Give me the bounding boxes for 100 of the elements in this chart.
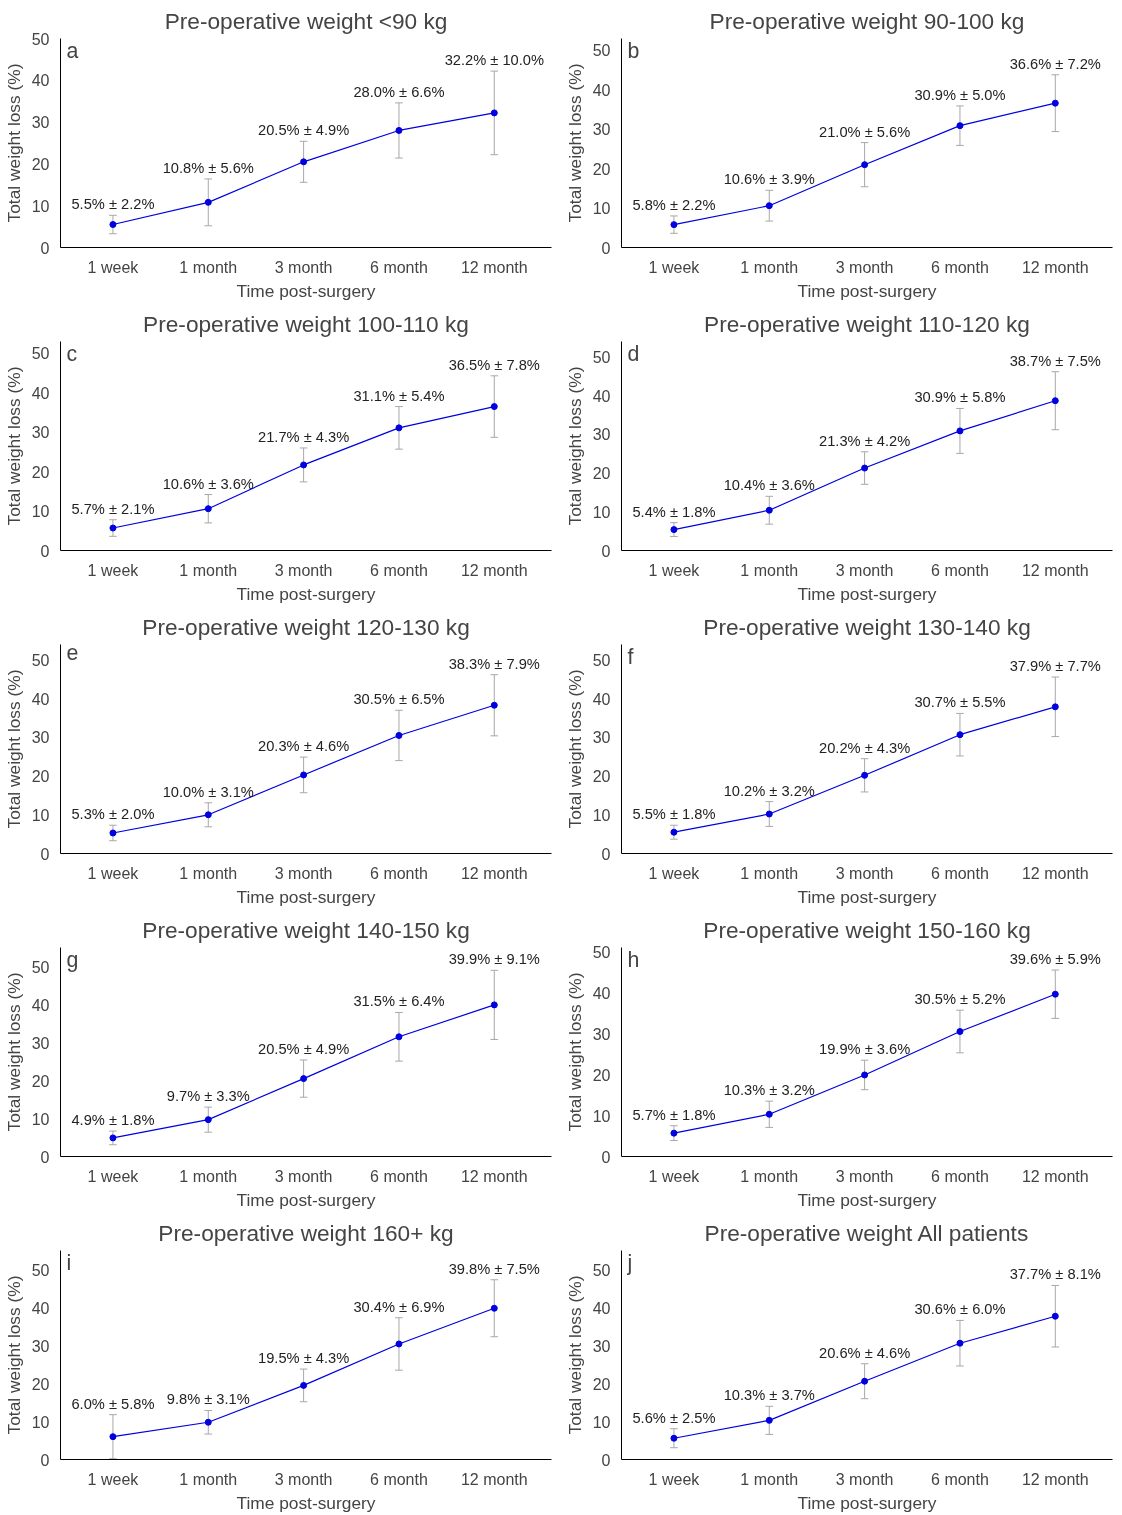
x-tick-label: 3 month (835, 864, 894, 882)
y-tick-label: 10 (31, 1110, 50, 1128)
annotation: e (66, 640, 79, 665)
x-tick-label: 1 week (648, 1470, 701, 1488)
data-label: 31.5% ± 6.4% (353, 993, 445, 1010)
x-axis-title: Time post-surgery (797, 886, 937, 907)
data-label: 5.5% ± 2.2% (71, 196, 155, 213)
y-axis-title: Total weight loss (%) (3, 366, 24, 526)
x-tick-label: 6 month (931, 1470, 989, 1488)
data-label: 21.0% ± 5.6% (819, 123, 911, 140)
data-label: 20.6% ± 4.6% (819, 1344, 911, 1361)
y-tick-label: 20 (31, 768, 50, 786)
y-tick-label: 0 (40, 1148, 50, 1166)
data-label: 21.3% ± 4.2% (819, 432, 911, 449)
data-label: 19.5% ± 4.3% (258, 1350, 350, 1367)
data-label: 5.6% ± 2.5% (632, 1409, 716, 1426)
data-label: 30.5% ± 5.2% (914, 991, 1006, 1008)
data-label: 5.4% ± 1.8% (632, 503, 716, 520)
x-axis-title: Time post-surgery (236, 280, 376, 301)
annotation: j (626, 1250, 633, 1275)
data-label: 36.5% ± 7.8% (448, 356, 540, 373)
chart-title: Pre-operative weight All patients (704, 1219, 1029, 1246)
y-axis-title: Total weight loss (%) (3, 669, 24, 829)
y-tick-label: 40 (31, 690, 50, 708)
x-tick-label: 3 month (835, 258, 894, 276)
y-tick-label: 50 (31, 1261, 50, 1279)
x-tick-label: 12 month (1021, 1470, 1089, 1488)
y-tick-label: 40 (592, 690, 611, 708)
y-axis-title: Total weight loss (%) (564, 63, 585, 223)
x-tick-label: 1 week (648, 864, 701, 882)
data-label: 9.8% ± 3.1% (166, 1391, 250, 1408)
chart-title: Pre-operative weight 160+ kg (158, 1219, 454, 1246)
data-label: 10.8% ± 5.6% (162, 159, 254, 176)
data-label: 20.3% ± 4.6% (258, 738, 350, 755)
y-tick-label: 20 (592, 1375, 611, 1393)
data-label: 39.8% ± 7.5% (448, 1260, 540, 1277)
y-tick-label: 30 (31, 1034, 50, 1052)
data-label: 30.4% ± 6.9% (353, 1298, 445, 1315)
x-tick-label: 6 month (370, 1167, 428, 1185)
x-tick-label: 1 month (179, 864, 238, 882)
data-label: 20.5% ± 4.9% (258, 1040, 350, 1057)
x-tick-label: 1 month (179, 561, 238, 579)
y-axis-title: Total weight loss (%) (3, 972, 24, 1132)
x-axis-title: Time post-surgery (797, 280, 937, 301)
data-label: 30.5% ± 6.5% (353, 691, 445, 708)
chart-title: Pre-operative weight 100-110 kg (143, 310, 469, 337)
y-tick-label: 30 (31, 424, 50, 442)
y-tick-label: 30 (592, 1025, 611, 1043)
x-tick-label: 6 month (931, 1167, 989, 1185)
y-tick-label: 10 (592, 1107, 611, 1125)
x-tick-label: 3 month (835, 1470, 894, 1488)
y-tick-label: 0 (40, 1451, 50, 1469)
x-tick-label: 12 month (460, 864, 528, 882)
x-tick-label: 6 month (931, 864, 989, 882)
annotation: c (66, 341, 78, 366)
x-tick-label: 1 week (87, 258, 140, 276)
data-label: 39.9% ± 9.1% (448, 951, 540, 968)
y-tick-label: 30 (31, 1337, 50, 1355)
y-axis-title: Total weight loss (%) (3, 63, 24, 223)
x-tick-label: 12 month (460, 561, 528, 579)
data-label: 20.2% ± 4.3% (819, 739, 911, 756)
x-tick-label: 1 month (179, 1167, 238, 1185)
data-label: 30.7% ± 5.5% (914, 694, 1006, 711)
x-tick-label: 1 month (740, 1470, 799, 1488)
x-tick-label: 1 week (87, 561, 140, 579)
y-tick-label: 40 (592, 387, 611, 405)
y-tick-label: 50 (31, 30, 50, 48)
x-tick-label: 3 month (274, 864, 333, 882)
y-tick-label: 20 (592, 160, 611, 178)
y-tick-label: 50 (31, 345, 50, 363)
y-tick-label: 20 (31, 463, 50, 481)
y-tick-label: 20 (592, 1066, 611, 1084)
y-tick-label: 50 (592, 1261, 611, 1279)
annotation: a (66, 38, 79, 63)
y-tick-label: 50 (592, 651, 611, 669)
y-tick-label: 10 (592, 200, 611, 218)
y-tick-label: 10 (31, 503, 50, 521)
annotation: d (627, 341, 640, 366)
y-tick-label: 20 (592, 768, 611, 786)
x-tick-label: 1 week (648, 1167, 701, 1185)
data-label: 37.7% ± 8.1% (1009, 1266, 1101, 1283)
x-axis-title: Time post-surgery (236, 1189, 376, 1210)
data-label: 21.7% ± 4.3% (258, 428, 350, 445)
x-tick-label: 12 month (1021, 561, 1089, 579)
x-tick-label: 12 month (1021, 864, 1089, 882)
annotation: g (66, 947, 79, 972)
data-label: 5.7% ± 1.8% (632, 1106, 716, 1123)
y-tick-label: 0 (40, 542, 50, 560)
chart-title: Pre-operative weight 120-130 kg (142, 613, 470, 640)
x-tick-label: 1 month (740, 864, 799, 882)
data-label: 6.0% ± 5.8% (71, 1395, 155, 1412)
data-label: 9.7% ± 3.3% (166, 1088, 250, 1105)
x-tick-label: 6 month (931, 561, 989, 579)
x-tick-label: 3 month (274, 1167, 333, 1185)
y-tick-label: 30 (592, 121, 611, 139)
y-tick-label: 30 (592, 1337, 611, 1355)
data-label: 30.9% ± 5.8% (914, 389, 1006, 406)
x-tick-label: 1 week (87, 864, 140, 882)
y-tick-label: 50 (592, 42, 611, 60)
x-tick-label: 1 week (648, 561, 701, 579)
